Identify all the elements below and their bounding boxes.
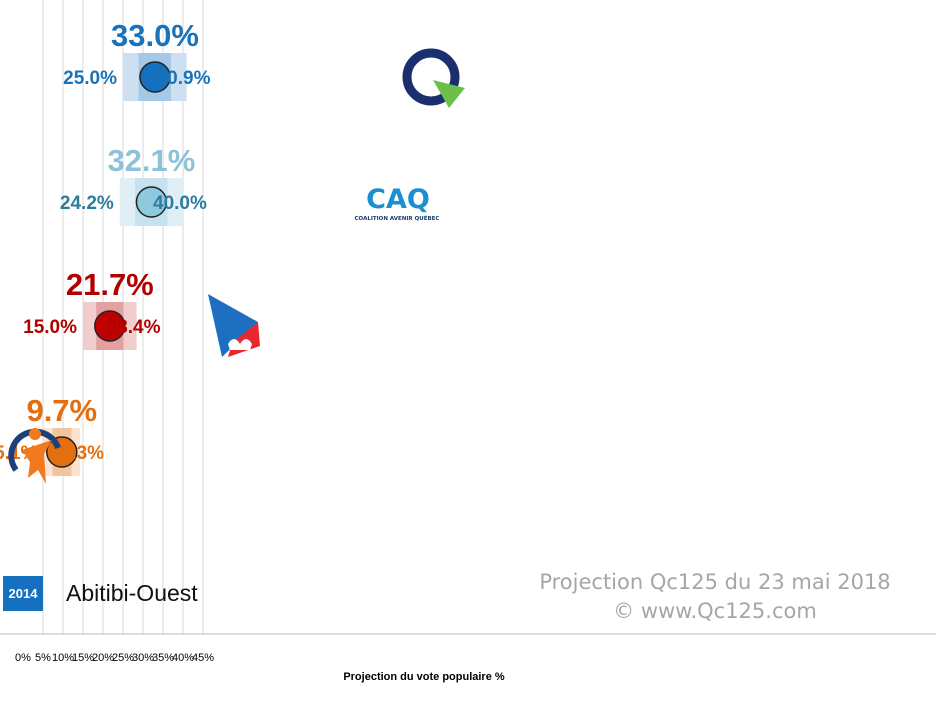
value-label: 32.1% bbox=[107, 143, 195, 178]
value-label: 33.0% bbox=[111, 18, 199, 53]
plq-logo bbox=[402, 48, 465, 108]
value-label: 21.7% bbox=[66, 267, 154, 302]
high-label: 40.0% bbox=[153, 193, 207, 214]
x-tick-label: 40% bbox=[172, 652, 194, 664]
party-ranges: 33.0% 25.0% 40.9% 32.1% 24.2% 40.0% 21.7% 15.0%… bbox=[0, 18, 211, 476]
x-tick-label: 35% bbox=[152, 652, 174, 664]
party-row: 32.1% 24.2% 40.0% bbox=[60, 143, 207, 226]
low-label: 15.0% bbox=[23, 317, 77, 338]
x-tick-label: 25% bbox=[112, 652, 134, 664]
credit-line-1: Projection Qc125 du 23 mai 2018 bbox=[539, 570, 891, 594]
x-tick-label: 5% bbox=[35, 652, 51, 664]
credit-line-2: © www.Qc125.com bbox=[613, 599, 817, 623]
x-tick-label: 15% bbox=[72, 652, 94, 664]
x-tick-label: 45% bbox=[192, 652, 214, 664]
x-tick-label: 10% bbox=[52, 652, 74, 664]
party-row: 21.7% 15.0% 28.4% bbox=[23, 267, 161, 350]
projection-dot bbox=[94, 310, 126, 342]
x-axis: 0% 5% 10%15%20%25%30%35%40%45% bbox=[0, 633, 936, 664]
qs-logo bbox=[8, 428, 61, 484]
x-tick-label: 0% bbox=[15, 652, 31, 664]
caq-logo: CAQ COALITION AVENIR QUÉBEC bbox=[355, 184, 440, 222]
projection-dot bbox=[139, 61, 171, 93]
value-label: 9.7% bbox=[26, 393, 97, 428]
credit: Projection Qc125 du 23 mai 2018 © www.Qc… bbox=[520, 568, 910, 626]
pq-logo bbox=[208, 294, 260, 357]
year-badge: 2014 bbox=[3, 576, 43, 611]
high-label: 40.9% bbox=[157, 68, 211, 89]
low-label: 25.0% bbox=[63, 68, 117, 89]
low-label: 24.2% bbox=[60, 193, 114, 214]
party-row: 33.0% 25.0% 40.9% bbox=[63, 18, 211, 101]
x-tick-label: 20% bbox=[92, 652, 114, 664]
x-axis-label: Projection du vote populaire % bbox=[343, 671, 505, 683]
x-tick-label: 30% bbox=[132, 652, 154, 664]
high-label: 14.3% bbox=[50, 443, 104, 464]
high-label: 28.4% bbox=[107, 317, 161, 338]
svg-text:CAQ: CAQ bbox=[366, 184, 430, 215]
riding-name: Abitibi-Ouest bbox=[66, 580, 198, 606]
svg-text:COALITION AVENIR QUÉBEC: COALITION AVENIR QUÉBEC bbox=[355, 214, 440, 222]
projection-dot bbox=[135, 186, 168, 218]
